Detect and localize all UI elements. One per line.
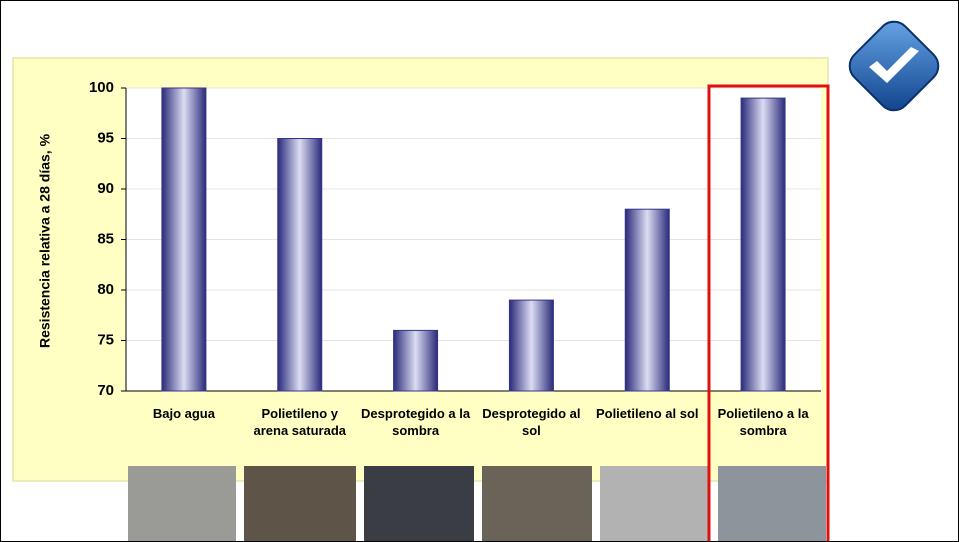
x-tick-label: Desprotegido al sol bbox=[482, 406, 581, 438]
bar bbox=[740, 97, 786, 392]
photos bbox=[128, 466, 826, 541]
y-tick-label: 95 bbox=[97, 129, 114, 146]
x-tick-label: Polietileno al sol bbox=[595, 406, 699, 421]
check-icon bbox=[848, 20, 940, 112]
y-axis-label: Resistencia relativa a 28 días, % bbox=[37, 133, 53, 348]
bar bbox=[393, 329, 439, 392]
y-tick-label: 90 bbox=[97, 180, 114, 197]
bar bbox=[508, 299, 554, 392]
y-tick-label: 85 bbox=[97, 230, 114, 247]
y-tick-label: 70 bbox=[97, 382, 114, 399]
bar bbox=[277, 138, 323, 392]
bar bbox=[624, 208, 670, 392]
bar bbox=[161, 87, 207, 392]
y-tick-label: 75 bbox=[97, 331, 114, 348]
x-tick-label: Desprotegido a la sombra bbox=[361, 406, 471, 438]
highlight-box bbox=[707, 84, 830, 541]
y-tick-label: 80 bbox=[97, 281, 114, 298]
x-tick-label: Bajo agua bbox=[152, 406, 215, 421]
x-tick-label: Polietileno y arena saturada bbox=[253, 406, 347, 438]
x-tick-label: Polietileno a la sombra bbox=[717, 406, 809, 438]
y-tick-label: 100 bbox=[89, 79, 114, 96]
